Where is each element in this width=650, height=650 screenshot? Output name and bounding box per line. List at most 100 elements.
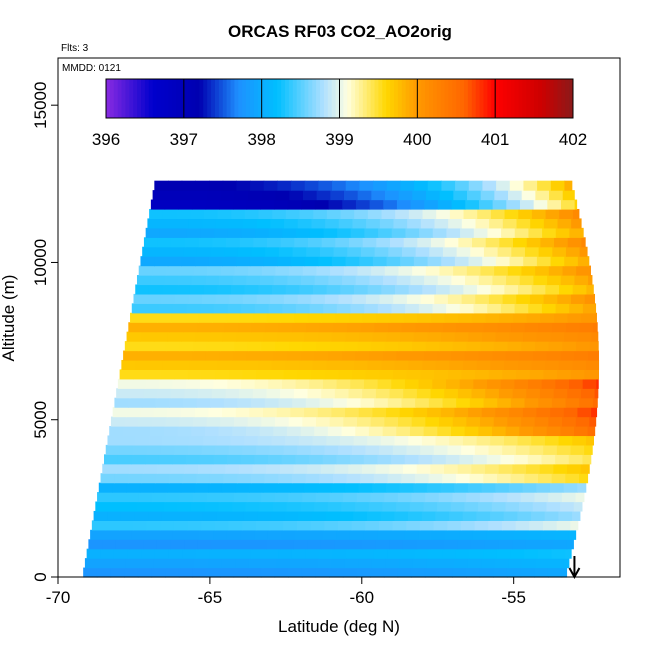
- heatmap-cell: [395, 208, 410, 220]
- heatmap-cell: [162, 284, 177, 295]
- heatmap-cell: [140, 256, 155, 267]
- heatmap-cell: [100, 548, 115, 559]
- heatmap-cell: [584, 369, 599, 380]
- heatmap-cell: [181, 256, 196, 267]
- heatmap-cell: [420, 444, 435, 455]
- heatmap-cell: [222, 407, 237, 418]
- colorbar-swatch: [464, 79, 469, 118]
- heatmap-cell: [371, 190, 386, 201]
- heatmap-cell: [311, 218, 326, 229]
- heatmap-cell: [329, 492, 344, 503]
- heatmap-cell: [110, 416, 126, 427]
- heatmap-cell: [271, 435, 286, 446]
- heatmap-cell: [480, 190, 495, 201]
- heatmap-cell: [388, 322, 403, 333]
- heatmap-cell: [416, 463, 431, 474]
- heatmap-cell: [441, 256, 456, 267]
- heatmap-cell: [363, 454, 379, 465]
- heatmap-cell: [500, 454, 515, 465]
- heatmap-cell: [394, 359, 410, 370]
- heatmap-cell: [538, 397, 553, 408]
- heatmap-cell: [415, 322, 430, 333]
- heatmap-cell: [393, 218, 408, 229]
- colorbar-swatch: [152, 79, 158, 118]
- heatmap-cell: [467, 482, 483, 493]
- heatmap-cell: [234, 190, 249, 201]
- colorbar-swatch: [366, 79, 372, 118]
- heatmap-cell: [239, 237, 254, 248]
- heatmap-cell: [290, 256, 306, 267]
- heatmap-cell: [294, 237, 309, 248]
- heatmap-cell: [380, 435, 396, 446]
- heatmap-cell: [102, 539, 117, 550]
- heatmap-cell: [343, 492, 358, 503]
- heatmap-cell: [230, 359, 245, 370]
- heatmap-cell: [507, 341, 522, 352]
- heatmap-cell: [375, 388, 391, 399]
- heatmap-cell: [141, 322, 157, 333]
- heatmap-cell: [193, 341, 208, 352]
- heatmap-cell: [401, 397, 416, 408]
- heatmap-cell: [90, 529, 105, 540]
- heatmap-cell: [246, 199, 261, 210]
- heatmap-cell: [192, 567, 207, 578]
- heatmap-cell: [208, 407, 223, 418]
- heatmap-cell: [117, 378, 133, 389]
- heatmap-cell: [275, 341, 290, 352]
- heatmap-cell: [408, 359, 423, 370]
- heatmap-cell: [532, 501, 548, 512]
- heatmap-cell: [338, 444, 353, 455]
- heatmap-cell: [459, 454, 474, 465]
- heatmap-cell: [262, 482, 278, 493]
- colorbar-swatch: [296, 79, 302, 118]
- heatmap-cell: [391, 378, 406, 389]
- heatmap-cell: [167, 407, 182, 418]
- heatmap-cell: [529, 520, 544, 531]
- heatmap-cell: [569, 303, 584, 314]
- heatmap-cell: [556, 444, 572, 455]
- colorbar-swatch: [351, 79, 356, 118]
- heatmap-cell: [328, 275, 343, 286]
- heatmap-cell: [217, 208, 232, 220]
- heatmap-cell: [378, 520, 394, 531]
- colorbar-swatch: [421, 79, 426, 118]
- heatmap-cell: [596, 378, 599, 389]
- heatmap-cell: [168, 473, 184, 484]
- heatmap-cell: [501, 520, 517, 531]
- heatmap-cell: [427, 256, 442, 267]
- heatmap-cell: [460, 520, 476, 531]
- heatmap-cell: [314, 275, 329, 286]
- heatmap-cell: [290, 407, 305, 418]
- heatmap-cell: [582, 378, 597, 389]
- colorbar-swatch: [191, 79, 197, 118]
- colorbar-swatch: [214, 79, 220, 118]
- heatmap-cell: [187, 520, 202, 531]
- colorbar-tick-label: 398: [247, 130, 275, 149]
- heatmap-cell: [495, 482, 510, 493]
- colorbar-swatch: [121, 79, 126, 118]
- heatmap-cell: [427, 180, 443, 191]
- heatmap-cell: [109, 426, 124, 437]
- heatmap-cell: [162, 359, 177, 370]
- heatmap-cell: [200, 227, 215, 238]
- heatmap-cell: [531, 359, 546, 370]
- colorbar-swatch: [156, 79, 161, 118]
- heatmap-cell: [121, 435, 136, 446]
- heatmap-cell: [567, 388, 582, 399]
- heatmap-cell: [235, 331, 251, 342]
- heatmap-cell: [412, 190, 427, 201]
- heatmap-cell: [153, 482, 168, 493]
- colorbar-swatch: [499, 79, 504, 118]
- heatmap-cell: [406, 293, 422, 304]
- heatmap-cell: [314, 350, 329, 361]
- heatmap-cell: [181, 407, 196, 418]
- heatmap-cell: [201, 520, 216, 531]
- heatmap-cell: [165, 341, 181, 352]
- heatmap-cell: [430, 463, 445, 474]
- heatmap-cell: [263, 256, 278, 267]
- heatmap-cell: [493, 341, 509, 352]
- heatmap-cell: [199, 529, 214, 540]
- heatmap-cell: [355, 275, 370, 286]
- heatmap-cell: [398, 190, 413, 201]
- heatmap-cell: [249, 256, 265, 267]
